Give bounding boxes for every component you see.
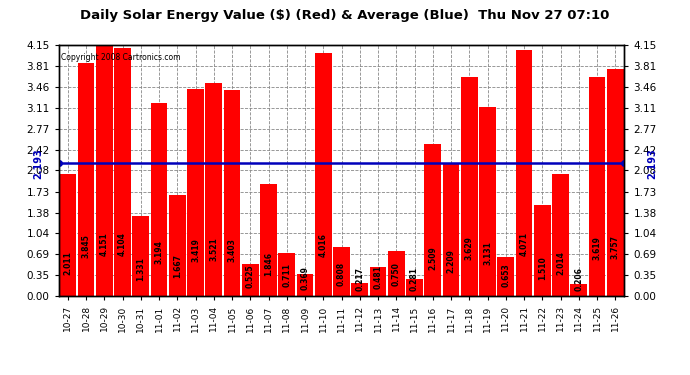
Bar [132,216,149,296]
Text: 4.151: 4.151 [100,232,109,255]
Text: 3.629: 3.629 [465,236,474,260]
Bar [571,284,587,296]
Bar [114,48,131,296]
Bar [607,69,624,296]
Bar [443,162,460,296]
Bar [206,83,222,296]
Text: 0.206: 0.206 [574,267,583,291]
Bar [278,253,295,296]
Text: 0.653: 0.653 [502,264,511,287]
Text: 3.521: 3.521 [209,237,218,261]
Bar [297,274,313,296]
Text: 4.071: 4.071 [520,232,529,256]
Bar [150,103,168,296]
Bar [534,205,551,296]
Text: 2.209: 2.209 [446,249,455,273]
Text: 2.014: 2.014 [556,251,565,275]
Text: 0.369: 0.369 [301,266,310,290]
Text: Daily Solar Energy Value ($) (Red) & Average (Blue)  Thu Nov 27 07:10: Daily Solar Energy Value ($) (Red) & Ave… [80,9,610,22]
Text: 4.104: 4.104 [118,232,127,256]
Bar [589,77,605,296]
Bar [497,257,514,296]
Text: 0.808: 0.808 [337,262,346,286]
Bar [333,248,350,296]
Bar [224,90,240,296]
Bar [406,279,423,296]
Bar [59,174,76,296]
Text: 0.481: 0.481 [373,265,382,289]
Bar [388,251,405,296]
Bar [351,283,368,296]
Bar [260,184,277,296]
Text: 2.193: 2.193 [33,148,43,179]
Bar [78,63,95,296]
Bar [315,53,332,296]
Text: 3.419: 3.419 [191,238,200,262]
Text: 0.217: 0.217 [355,267,364,291]
Text: 3.845: 3.845 [81,234,90,258]
Text: 1.667: 1.667 [172,254,181,278]
Bar [552,174,569,296]
Bar [187,89,204,296]
Bar [242,264,259,296]
Text: 0.711: 0.711 [282,263,291,287]
Bar [515,50,533,296]
Text: 4.016: 4.016 [319,233,328,257]
Text: 3.131: 3.131 [483,241,492,265]
Text: 0.750: 0.750 [392,262,401,286]
Bar [461,76,477,296]
Text: 0.281: 0.281 [410,267,419,291]
Text: 3.757: 3.757 [611,235,620,259]
Text: 2.509: 2.509 [428,247,437,270]
Bar [479,107,496,296]
Text: 1.510: 1.510 [538,256,546,279]
Text: 0.525: 0.525 [246,265,255,288]
Text: Copyright 2008 Cartronics.com: Copyright 2008 Cartronics.com [61,53,181,62]
Text: 3.619: 3.619 [593,237,602,260]
Text: 3.194: 3.194 [155,240,164,264]
Bar [96,45,112,296]
Text: 1.331: 1.331 [137,257,146,281]
Bar [169,195,186,296]
Bar [424,144,441,296]
Text: 2.193: 2.193 [647,148,657,179]
Text: 1.846: 1.846 [264,252,273,276]
Text: 3.403: 3.403 [228,238,237,262]
Text: 2.011: 2.011 [63,251,72,275]
Bar [370,267,386,296]
